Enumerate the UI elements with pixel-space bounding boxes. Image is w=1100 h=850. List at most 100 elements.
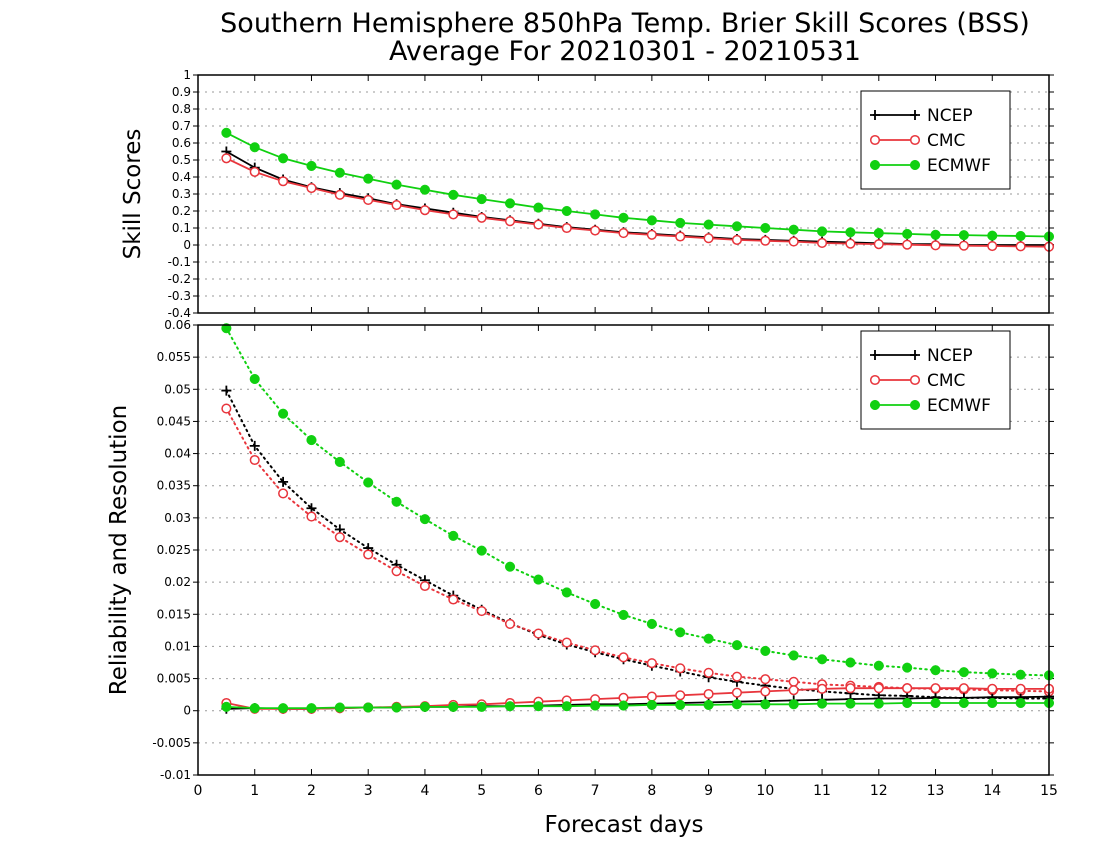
data-point-ecmwf: [334, 167, 345, 178]
data-point-ecmwf: [987, 697, 998, 709]
data-point-ecmwf: [703, 219, 714, 230]
data-point-cmc: [675, 663, 686, 674]
data-point-ecmwf: [419, 514, 430, 525]
x-tick-label: 4: [420, 783, 429, 799]
x-tick-label: 15: [1040, 783, 1058, 799]
data-point-ecmwf: [987, 668, 998, 679]
data-point-cmc: [675, 690, 686, 701]
y-tick-label: 0.7: [172, 119, 191, 133]
data-point-cmc: [504, 216, 516, 227]
data-point-ecmwf: [221, 701, 232, 712]
series-ecmwf-solid: [221, 127, 1055, 242]
y-tick-label: 0.05: [164, 382, 191, 396]
data-point-cmc: [1015, 683, 1026, 694]
data-point-cmc: [476, 606, 487, 617]
y-tick-label: -0.3: [168, 289, 191, 303]
x-tick-label: 14: [983, 783, 1001, 799]
data-point-ecmwf: [1015, 230, 1026, 242]
y-tick-label: 0.015: [157, 607, 191, 621]
data-point-ecmwf: [703, 633, 714, 644]
data-point-ecmwf: [221, 323, 232, 334]
x-tick-label: 10: [756, 783, 774, 799]
data-point-ecmwf: [419, 701, 430, 712]
data-point-cmc: [646, 691, 657, 702]
y-tick-label: 1: [183, 68, 191, 82]
y-tick-label: 0.4: [172, 170, 191, 184]
data-point-ecmwf: [249, 373, 260, 385]
data-point-cmc: [618, 652, 629, 663]
data-point-cmc: [731, 234, 743, 245]
data-point-ecmwf: [703, 699, 714, 710]
data-point-cmc: [845, 683, 856, 694]
y-tick-label: 0.01: [164, 639, 191, 653]
x-tick-label: 8: [647, 783, 656, 799]
y-axis-label: Reliability and Resolution: [106, 405, 132, 695]
data-point-ecmwf: [873, 228, 884, 239]
data-point-cmc: [561, 637, 572, 648]
y-tick-label: 0.8: [172, 102, 191, 116]
legend-marker-ecmwf: [869, 159, 881, 171]
data-point-cmc: [703, 667, 714, 678]
data-point-ecmwf: [590, 209, 601, 220]
data-point-cmc: [391, 200, 402, 211]
x-tick-label: 0: [194, 783, 203, 799]
y-tick-label: 0.6: [172, 136, 191, 150]
x-tick-label: 7: [591, 783, 600, 799]
x-tick-label: 5: [477, 783, 486, 799]
legend-marker-ncep: [870, 350, 880, 360]
data-point-cmc: [533, 219, 544, 230]
data-point-ecmwf: [817, 698, 828, 709]
data-point-ecmwf: [646, 618, 657, 629]
data-point-ecmwf: [504, 198, 516, 209]
series-line-cmc: [225, 407, 1050, 693]
x-axis-label: Forecast days: [545, 812, 704, 838]
series-line-ncep: [225, 389, 1050, 700]
data-point-ecmwf: [448, 530, 459, 541]
x-tick-label: 3: [364, 783, 373, 799]
data-point-ecmwf: [249, 703, 260, 714]
data-point-cmc: [646, 658, 657, 669]
y-tick-label: 0.3: [172, 187, 191, 201]
data-point-ecmwf: [731, 221, 743, 232]
x-tick-label: 2: [307, 783, 316, 799]
series-ncep-dotted: [221, 385, 1054, 704]
data-point-cmc: [590, 645, 601, 656]
series-cmc-solid: [221, 153, 1055, 252]
data-point-ecmwf: [646, 215, 657, 226]
data-point-ecmwf: [391, 179, 402, 190]
data-point-cmc: [419, 580, 430, 592]
data-point-cmc: [306, 511, 317, 522]
panel-1: 1 0.9 0.8 0.7 0.6 0.5 0.4 0.3 0.2 0.1 0 -0.1 -0.2 -0.…: [120, 68, 1055, 320]
data-point-cmc: [391, 566, 402, 577]
data-point-ecmwf: [363, 702, 374, 713]
chart-title-line2: Average For 20210301 - 20210531: [389, 36, 861, 67]
y-tick-label: 0.045: [157, 414, 191, 428]
data-point-cmc: [817, 683, 828, 694]
data-point-cmc: [987, 683, 998, 694]
y-tick-label: 0: [183, 238, 191, 252]
legend: NCEP CMC ECMWF: [860, 90, 1011, 190]
y-tick-label: 0.005: [157, 672, 191, 686]
data-point-cmc: [788, 685, 799, 696]
y-axis-label: Skill Scores: [120, 129, 146, 260]
data-point-ecmwf: [561, 587, 572, 598]
y-tick-label: 0.1: [172, 221, 191, 235]
data-point-cmc: [958, 240, 969, 251]
legend-marker-ecmwf: [909, 159, 921, 171]
data-point-cmc: [817, 237, 828, 249]
data-point-ecmwf: [618, 609, 629, 620]
data-point-cmc: [760, 235, 771, 246]
legend-marker-cmc: [909, 134, 921, 146]
legend-marker-cmc: [869, 134, 881, 146]
data-point-ecmwf: [788, 699, 799, 710]
data-point-cmc: [873, 683, 884, 694]
data-point-ecmwf: [958, 667, 969, 678]
data-point-cmc: [533, 628, 544, 639]
y-tick-label: 0.04: [164, 447, 191, 461]
data-point-cmc: [618, 228, 629, 239]
data-point-ecmwf: [675, 699, 686, 710]
x-axis: 0 1 2 3 4 5 6 7 8 9 10 11 12 13 14 15: [194, 783, 1058, 799]
data-point-ecmwf: [731, 640, 743, 651]
data-point-ecmwf: [278, 153, 289, 164]
data-point-ecmwf: [363, 173, 374, 184]
